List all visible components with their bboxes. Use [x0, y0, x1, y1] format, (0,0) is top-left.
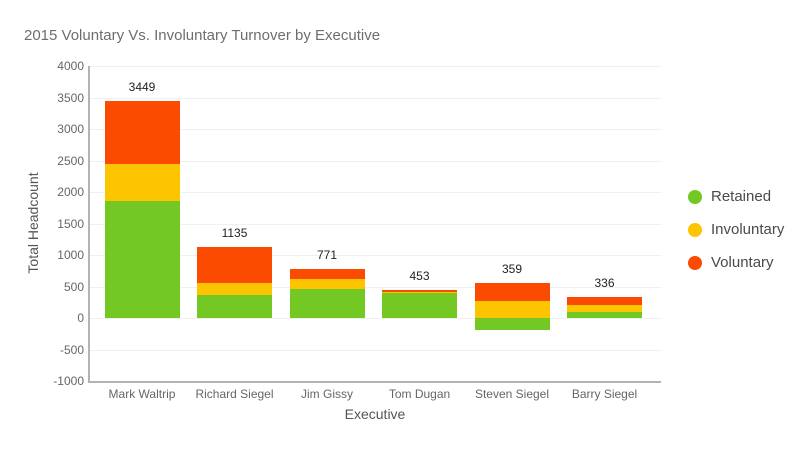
y-tick-label: 500 — [63, 279, 84, 294]
gridline — [89, 129, 661, 130]
gridline — [89, 286, 661, 288]
gridline — [89, 66, 661, 67]
bar-retained-steven-siegel[interactable] — [474, 318, 550, 331]
bar-involuntary-richard-siegel[interactable] — [197, 283, 272, 295]
y-tick-label: -500 — [59, 342, 84, 357]
legend-label: Involuntary — [711, 221, 785, 238]
x-tick-tom-dugan: Tom Dugan — [388, 387, 451, 401]
y-tick-label: 3000 — [57, 122, 84, 136]
y-axis-line — [88, 66, 90, 382]
x-tick-steven-siegel: Steven Siegel — [474, 387, 550, 401]
x-tick-mark-waltrip: Mark Waltrip — [108, 387, 176, 401]
legend-label: Voluntary — [711, 254, 774, 271]
legend: Retained Involuntary Voluntary — [688, 188, 784, 287]
gridline — [89, 349, 661, 351]
y-tick-label: -1000 — [53, 374, 84, 388]
bar-total-mark-waltrip: 3449 — [128, 79, 156, 94]
bar-total-steven-siegel: 359 — [501, 262, 523, 276]
x-axis-line — [88, 381, 661, 383]
bar-total-richard-siegel: 1135 — [221, 225, 248, 240]
gridline — [89, 255, 661, 256]
gridline — [89, 192, 661, 193]
legend-label: Retained — [711, 188, 772, 205]
bar-voluntary-mark-waltrip[interactable] — [104, 100, 180, 165]
bar-total-tom-dugan: 453 — [409, 268, 430, 283]
x-tick-richard-siegel: Richard Siegel — [195, 387, 274, 401]
bar-total-jim-gissy: 771 — [316, 248, 338, 263]
legend-swatch-voluntary-icon — [688, 255, 702, 270]
bar-voluntary-steven-siegel[interactable] — [474, 283, 550, 301]
legend-swatch-retained-icon — [688, 189, 702, 204]
bar-involuntary-barry-siegel[interactable] — [567, 305, 642, 312]
chart-title: 2015 Voluntary Vs. Involuntary Turnover … — [24, 27, 381, 44]
x-tick-barry-siegel: Barry Siegel — [571, 387, 638, 401]
bar-involuntary-mark-waltrip[interactable] — [104, 164, 180, 202]
gridline — [89, 160, 661, 162]
y-tick-label: 0 — [77, 311, 84, 325]
bar-retained-richard-siegel[interactable] — [197, 295, 272, 318]
legend-item-voluntary[interactable]: Voluntary — [688, 254, 784, 271]
bar-voluntary-jim-gissy[interactable] — [289, 269, 365, 279]
bar-involuntary-jim-gissy[interactable] — [289, 278, 365, 289]
legend-swatch-involuntary-icon — [688, 222, 702, 237]
y-tick-label: 2500 — [57, 153, 84, 168]
bar-retained-barry-siegel[interactable] — [567, 312, 642, 318]
y-tick-label: 2000 — [57, 185, 84, 199]
x-axis-title: Executive — [344, 406, 406, 422]
bar-voluntary-richard-siegel[interactable] — [197, 246, 272, 283]
y-tick-label: 1500 — [57, 216, 84, 231]
bar-involuntary-steven-siegel[interactable] — [474, 301, 550, 318]
bar-retained-mark-waltrip[interactable] — [104, 201, 180, 318]
y-tick-label: 4000 — [57, 59, 84, 73]
gridline — [89, 223, 661, 225]
bar-voluntary-barry-siegel[interactable] — [567, 296, 642, 306]
gridline — [89, 97, 661, 99]
gridline — [89, 318, 661, 319]
x-tick-jim-gissy: Jim Gissy — [301, 387, 353, 401]
y-tick-label: 3500 — [57, 90, 84, 105]
y-tick-label: 1000 — [57, 248, 84, 262]
bar-involuntary-tom-dugan[interactable] — [382, 291, 457, 293]
legend-item-involuntary[interactable]: Involuntary — [688, 221, 784, 238]
bar-total-barry-siegel: 336 — [594, 275, 615, 290]
bar-retained-tom-dugan[interactable] — [382, 292, 457, 318]
bar-retained-jim-gissy[interactable] — [289, 289, 365, 318]
bar-voluntary-tom-dugan[interactable] — [382, 289, 457, 292]
legend-item-retained[interactable]: Retained — [688, 188, 784, 205]
